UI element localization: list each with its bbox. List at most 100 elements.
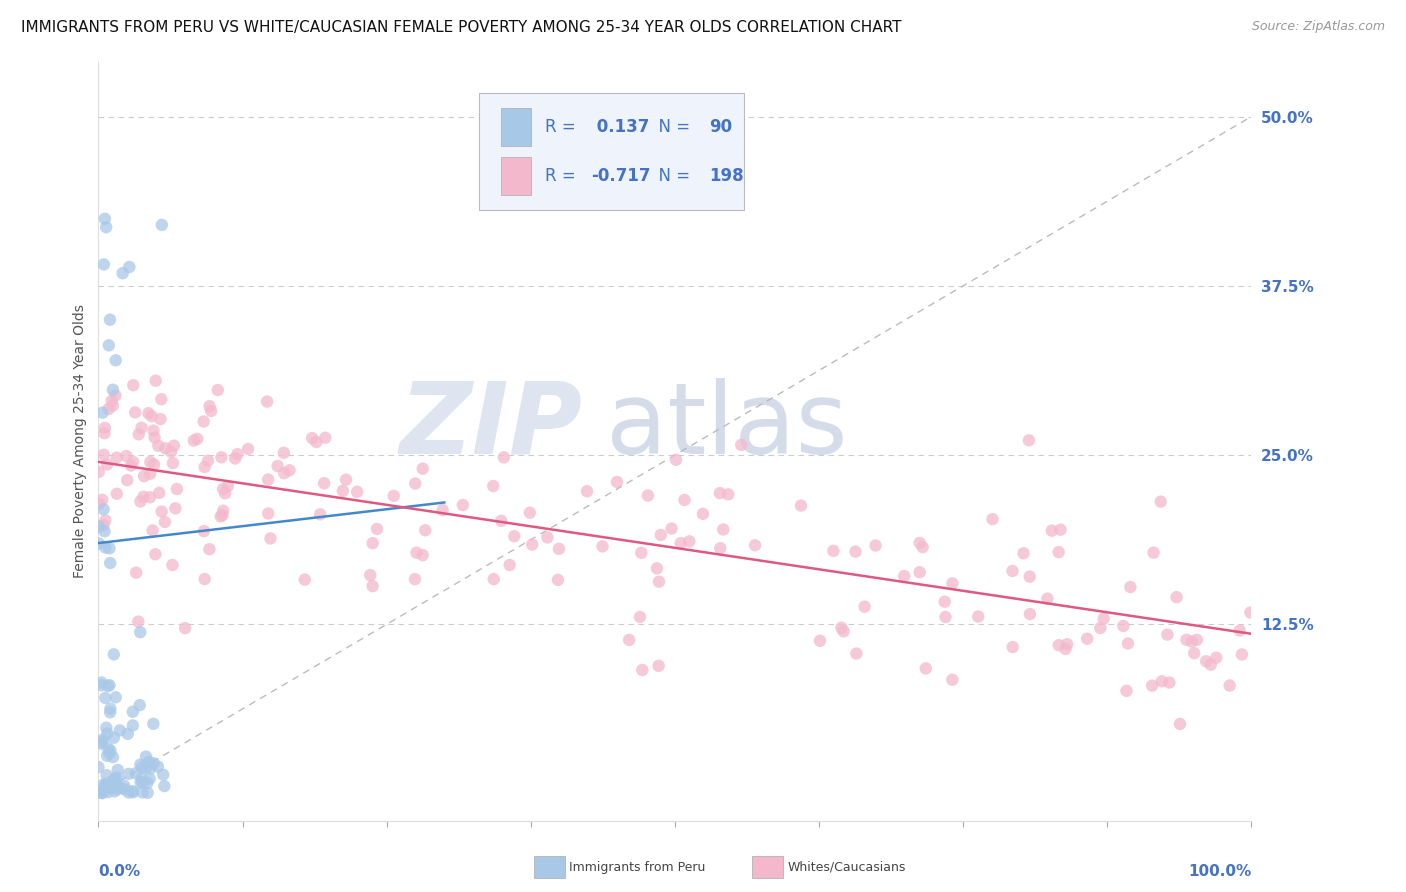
Point: [103, 772, 125, 787]
Point: [98, 706, 121, 720]
Point: [91, 732, 114, 747]
Point: [162, 456, 184, 470]
Point: [104, 771, 127, 785]
Point: [127, 615, 149, 629]
Point: [489, 514, 512, 528]
Text: N =: N =: [648, 118, 696, 136]
Point: [93, 782, 115, 797]
Point: [1150, 494, 1173, 508]
Point: [112, 782, 135, 797]
Point: [193, 524, 215, 538]
Point: [1047, 545, 1070, 559]
Point: [160, 445, 183, 459]
Point: [150, 218, 173, 232]
Point: [142, 424, 165, 438]
Point: [145, 547, 167, 561]
Point: [174, 621, 197, 635]
Point: [194, 572, 217, 586]
Point: [669, 536, 692, 550]
Point: [103, 780, 125, 795]
Point: [1112, 619, 1135, 633]
Point: [96, 768, 118, 782]
Point: [155, 442, 177, 456]
Point: [197, 453, 219, 467]
Point: [332, 483, 354, 498]
Point: [93, 524, 115, 539]
Point: [678, 534, 700, 549]
Point: [117, 727, 139, 741]
Point: [941, 673, 963, 687]
Point: [103, 648, 125, 662]
Point: [1185, 632, 1208, 647]
Point: [1168, 717, 1191, 731]
Point: [1219, 679, 1241, 693]
Point: [808, 633, 831, 648]
Point: [100, 743, 122, 757]
Point: [139, 761, 162, 775]
Point: [1018, 607, 1040, 621]
Point: [105, 771, 128, 785]
Point: [647, 658, 669, 673]
Point: [101, 399, 124, 413]
Point: [451, 498, 474, 512]
Point: [650, 528, 672, 542]
Point: [97, 679, 120, 693]
Point: [98, 746, 121, 760]
Point: [90, 737, 112, 751]
Point: [1230, 648, 1253, 662]
Point: [981, 512, 1004, 526]
Point: [194, 460, 217, 475]
Point: [87, 519, 110, 533]
Point: [226, 447, 249, 461]
Point: [1049, 523, 1071, 537]
Point: [273, 446, 295, 460]
Point: [412, 461, 434, 475]
Point: [98, 312, 121, 326]
Point: [914, 661, 936, 675]
Point: [382, 489, 405, 503]
Point: [314, 476, 336, 491]
Point: [1182, 646, 1205, 660]
Text: Immigrants from Peru: Immigrants from Peru: [569, 861, 706, 873]
Point: [536, 531, 558, 545]
Point: [118, 767, 141, 781]
Point: [412, 548, 434, 562]
Point: [335, 473, 357, 487]
Point: [94, 690, 117, 705]
Point: [198, 399, 221, 413]
Point: [139, 491, 162, 505]
Point: [100, 701, 122, 715]
Point: [87, 784, 110, 798]
Point: [266, 459, 288, 474]
Point: [1156, 627, 1178, 641]
Point: [131, 761, 153, 775]
Point: [94, 211, 117, 226]
Point: [87, 497, 110, 511]
Point: [129, 625, 152, 640]
Point: [97, 401, 120, 416]
Point: [432, 503, 454, 517]
Point: [361, 536, 384, 550]
Point: [98, 556, 121, 570]
Point: [118, 260, 141, 274]
Point: [1150, 674, 1173, 689]
Text: 100.0%: 100.0%: [1188, 864, 1251, 879]
Point: [91, 406, 114, 420]
Point: [665, 453, 688, 467]
Point: [1116, 636, 1139, 650]
Text: R =: R =: [544, 167, 581, 186]
Point: [108, 780, 131, 795]
Point: [1205, 650, 1227, 665]
Point: [1140, 679, 1163, 693]
Point: [309, 508, 332, 522]
Point: [139, 455, 162, 469]
Point: [97, 338, 120, 352]
Point: [361, 579, 384, 593]
Point: [115, 473, 138, 487]
Point: [709, 541, 731, 556]
Point: [91, 518, 114, 533]
Point: [104, 388, 127, 402]
Point: [150, 392, 173, 407]
Point: [305, 435, 328, 450]
Point: [93, 426, 115, 441]
